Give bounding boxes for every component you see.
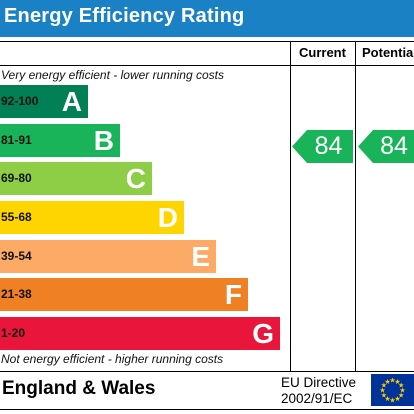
band-e: 39-54 E: [0, 240, 216, 273]
band-range-label: 69-80: [1, 171, 32, 185]
band-range-label: 92-100: [1, 94, 39, 108]
band-letter: F: [224, 279, 242, 310]
eu-directive-line2: 2002/91/EC: [281, 391, 353, 406]
header-bar: Energy Efficiency Rating: [0, 0, 414, 37]
eu-star-icon: ★: [381, 392, 387, 400]
grid-header-line: [0, 65, 414, 66]
band-c: 69-80 C: [0, 162, 152, 195]
potential-rating-arrow: 84: [358, 130, 414, 163]
eu-star-icon: ★: [398, 382, 404, 390]
caption-top: Very energy efficient - lower running co…: [1, 68, 224, 82]
band-f: 21-38 F: [0, 278, 248, 311]
grid-bottom-line: [0, 371, 414, 372]
band-d: 55-68 D: [0, 201, 184, 234]
band-b: 81-91 B: [0, 124, 120, 157]
current-arrow-shape: [292, 130, 353, 163]
eu-star-icon: ★: [384, 378, 390, 386]
band-letter: E: [191, 241, 210, 272]
region-label: England & Wales: [2, 378, 156, 399]
band-range-label: 55-68: [1, 210, 32, 224]
eu-star-icon: ★: [399, 387, 405, 395]
band-range-label: 81-91: [1, 133, 32, 147]
page-title: Energy Efficiency Rating: [4, 5, 245, 27]
band-letter: B: [93, 125, 114, 156]
eu-star-icon: ★: [389, 397, 395, 405]
band-range-label: 1-20: [1, 326, 26, 340]
eu-star-icon: ★: [389, 377, 395, 385]
grid-col-divider-1: [290, 41, 291, 372]
eu-directive-line1: EU Directive: [281, 375, 357, 390]
band-a: 92-100 A: [0, 85, 88, 118]
grid-col-divider-2: [355, 41, 356, 372]
column-header-potential: Potential: [362, 45, 414, 60]
caption-bottom: Not energy efficient - higher running co…: [1, 352, 224, 366]
band-g: 1-20 G: [0, 317, 280, 350]
column-header-current: Current: [299, 45, 346, 60]
band-range-label: 39-54: [1, 249, 32, 263]
eu-star-icon: ★: [394, 395, 400, 403]
band-letter: D: [157, 202, 178, 233]
band-letter: A: [61, 86, 82, 117]
eu-star-icon: ★: [394, 378, 400, 386]
eu-star-icon: ★: [379, 387, 385, 395]
potential-arrow-shape: [358, 130, 414, 163]
grid-top-line: [0, 41, 414, 42]
potential-rating-value: 84: [380, 132, 408, 160]
band-range-label: 21-38: [1, 287, 32, 301]
eu-flag-icon: ★ ★ ★ ★ ★ ★ ★ ★ ★ ★ ★ ★: [371, 374, 414, 406]
current-rating-arrow: 84: [292, 130, 353, 163]
grid-footer-line: [0, 409, 414, 410]
eu-star-icon: ★: [398, 392, 404, 400]
eu-star-icon: ★: [384, 395, 390, 403]
current-rating-value: 84: [314, 132, 343, 160]
band-letter: C: [125, 163, 146, 194]
band-letter: G: [252, 318, 274, 349]
eu-star-icon: ★: [381, 382, 387, 390]
